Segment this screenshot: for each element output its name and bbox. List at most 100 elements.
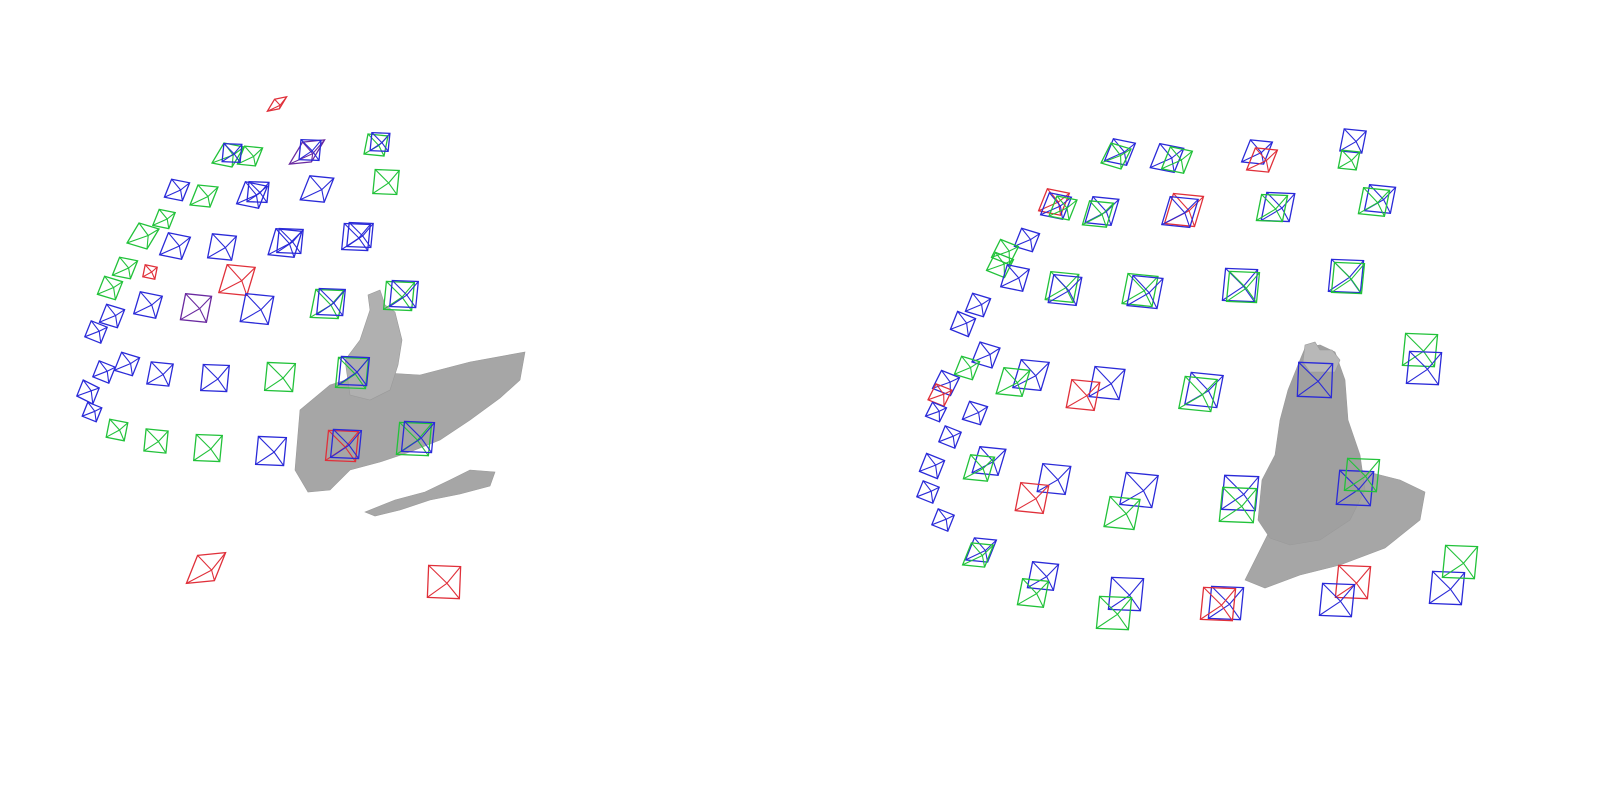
camera-frustum <box>1207 585 1245 621</box>
camera-frustum-overlay <box>388 279 420 309</box>
camera-frustum <box>126 222 160 250</box>
camera-frustum <box>1334 564 1372 600</box>
camera-frustum <box>1178 375 1218 413</box>
camera-frustum <box>217 263 257 297</box>
camera-frustum <box>1126 274 1164 310</box>
camera-frustum <box>1405 350 1443 386</box>
camera-frustum <box>75 379 101 405</box>
camera-frustum <box>1121 272 1159 308</box>
camera-frustum <box>206 233 238 261</box>
camera-frustum <box>1103 138 1137 166</box>
camera-frustum-overlay <box>369 131 391 153</box>
camera-frustum-overlay <box>276 227 304 255</box>
camera-frustum <box>999 264 1031 292</box>
left-panel <box>75 95 526 600</box>
camera-frustum <box>382 280 416 312</box>
camera-frustum-overlay <box>298 138 322 162</box>
camera-frustum <box>113 351 141 377</box>
camera-frustum <box>1318 582 1356 618</box>
camera-frustum <box>192 433 224 463</box>
camera-frustum <box>1225 270 1261 304</box>
camera-frustum <box>1119 471 1159 509</box>
camera-frustum <box>189 184 219 208</box>
camera-frustum <box>143 428 169 454</box>
right-scene-canvas <box>915 128 1479 631</box>
camera-frustum <box>1088 365 1126 401</box>
camera-frustum <box>930 507 956 533</box>
camera-frustums <box>915 128 1479 631</box>
camera-frustum <box>1103 495 1141 531</box>
camera-frustum <box>995 366 1031 398</box>
camera-frustum <box>1245 147 1279 173</box>
camera-frustum <box>1339 128 1367 154</box>
camera-frustum-overlay <box>346 221 374 249</box>
camera-frustum-overlay <box>221 142 243 164</box>
camera-frustum <box>263 361 297 393</box>
camera-frustum <box>1330 261 1366 295</box>
camera-frustum <box>142 264 158 280</box>
camera-frustum <box>235 181 269 209</box>
camera-frustum <box>949 310 977 338</box>
camera-frustum <box>146 361 174 387</box>
camera-frustum <box>158 232 192 260</box>
camera-frustum <box>1013 227 1041 253</box>
camera-frustum <box>185 551 227 585</box>
camera-frustum <box>1037 188 1071 216</box>
object-mesh <box>294 289 526 517</box>
camera-frustum <box>254 435 288 467</box>
camera-frustum <box>1160 195 1200 229</box>
camera-frustum <box>961 400 989 426</box>
camera-frustum <box>81 401 103 423</box>
camera-frustum <box>964 292 992 318</box>
camera-frustum <box>1026 560 1060 592</box>
camera-frustum <box>1011 358 1051 392</box>
camera-frustum <box>1220 474 1260 512</box>
camera-frustum <box>309 288 345 320</box>
camera-frustum <box>1107 576 1145 612</box>
camera-frustum-overlay <box>337 355 371 387</box>
camera-frustum <box>1255 193 1289 223</box>
camera-frustum <box>953 355 981 381</box>
camera-frustum <box>1100 142 1132 170</box>
camera-frustum <box>98 303 126 329</box>
camera-frustum-overlay <box>246 180 270 204</box>
camera-frustum <box>1337 149 1361 171</box>
camera-frustum <box>1296 361 1334 399</box>
camera-frustum-overlay <box>400 420 436 454</box>
camera-frustum <box>1260 191 1296 223</box>
camera-frustum <box>83 319 109 345</box>
camera-frustum <box>1095 595 1133 631</box>
camera-frustum <box>151 208 177 230</box>
camera-frustum <box>299 175 335 203</box>
camera-frustum <box>924 401 948 423</box>
camera-frustum <box>962 454 996 482</box>
camera-frustum-overlay <box>329 428 363 460</box>
camera-frustum <box>91 359 117 385</box>
right-panel <box>800 0 1600 800</box>
camera-frustum <box>372 168 400 196</box>
mesh-part <box>344 289 403 401</box>
camera-frustum <box>1047 273 1083 307</box>
camera-frustum <box>918 452 946 480</box>
camera-frustum <box>1149 142 1185 174</box>
camera-frustum <box>132 291 164 319</box>
camera-frustum <box>1218 486 1258 524</box>
camera-frustum <box>1016 577 1050 609</box>
camera-frustum <box>1036 462 1072 496</box>
camera-frustum <box>1240 139 1274 165</box>
camera-frustum <box>163 178 191 202</box>
camera-frustum <box>1335 469 1375 507</box>
camera-frustum <box>1014 481 1050 515</box>
camera-frustum <box>199 363 231 393</box>
camera-frustum <box>1357 186 1391 218</box>
camera-frustum <box>1065 378 1101 412</box>
camera-frustum <box>1081 200 1115 228</box>
camera-frustum <box>1428 570 1466 606</box>
camera-frustum <box>1160 146 1194 174</box>
camera-frustum <box>96 275 124 301</box>
camera-frustum <box>179 292 213 324</box>
camera-frustum <box>971 445 1007 477</box>
camera-frustum <box>239 292 275 326</box>
camera-frustum <box>266 95 288 113</box>
